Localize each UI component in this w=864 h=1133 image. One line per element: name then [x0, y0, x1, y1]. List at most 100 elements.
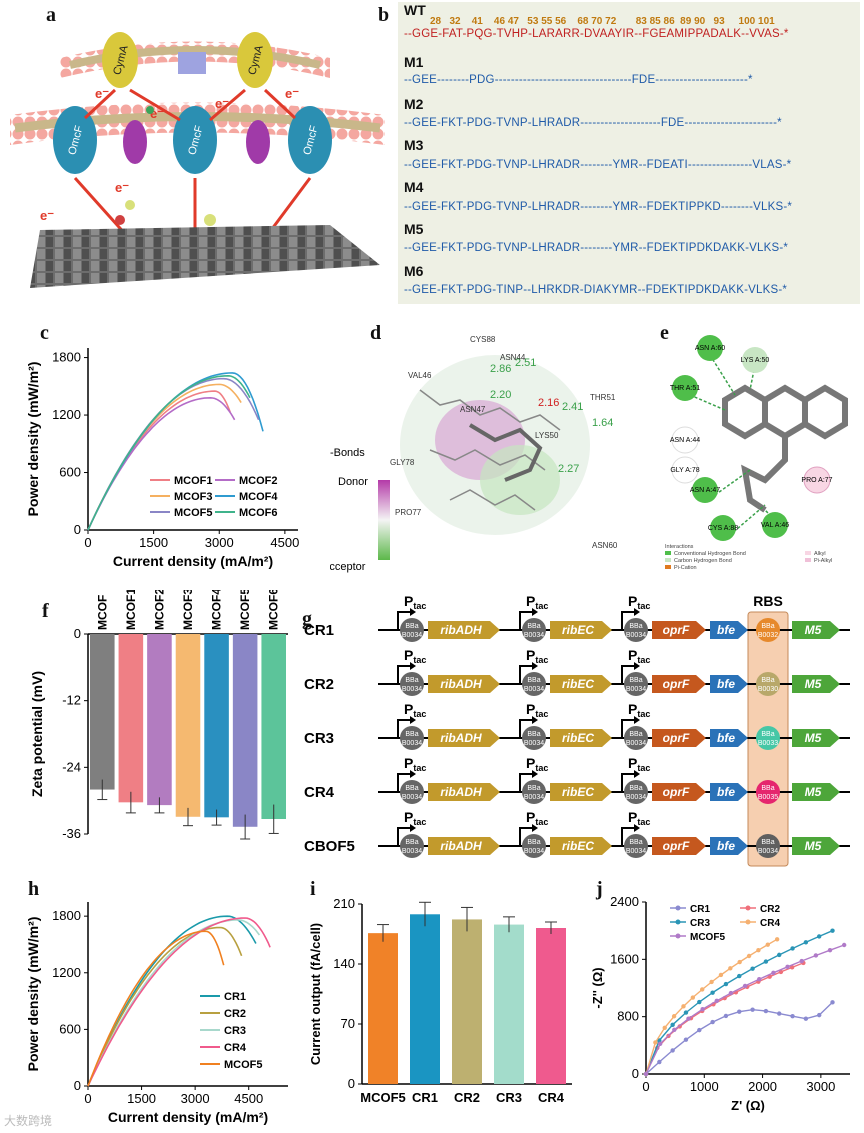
- rbs-text: BBa: [527, 731, 540, 738]
- svg-text:PRO A:77: PRO A:77: [801, 477, 832, 484]
- seq-m5: --GEE-FKT-PDG-TVNP-LHRADR--------YMR--FD…: [404, 242, 789, 254]
- svg-text:Donor: Donor: [338, 476, 368, 488]
- svg-text:GLY78: GLY78: [390, 458, 415, 467]
- y-tick-label: -36: [62, 826, 81, 841]
- promoter-label: Ptac: [628, 755, 650, 773]
- data-point: [700, 1007, 705, 1012]
- promoter-arrow: [397, 665, 412, 684]
- gene-label: bfe: [717, 623, 735, 637]
- data-point: [746, 953, 752, 959]
- gene-label: bfe: [717, 731, 735, 745]
- cyma-protein-left: [102, 32, 138, 88]
- legend-label: MCOF3: [174, 491, 213, 503]
- legend-label: CR2: [760, 904, 780, 915]
- promoter-arrow: [397, 827, 412, 846]
- seq-m2: --GEE-FKT-PDG-TVNP-LHRADR---------------…: [404, 117, 782, 129]
- gene-label: M5: [805, 731, 822, 745]
- data-point: [686, 1016, 691, 1021]
- gene-arrow: [792, 621, 840, 639]
- seq-m4: --GEE-FKT-PDG-TVNP-LHRADR--------YMR--FD…: [404, 201, 793, 213]
- svg-text:e⁻: e⁻: [285, 86, 299, 101]
- gene-oprf: oprF: [652, 729, 706, 747]
- circuit-label-cr4: CR4: [304, 784, 335, 801]
- bar-mcof: [90, 634, 115, 790]
- rbs-text: BBa: [527, 677, 540, 684]
- promoter-label: Ptac: [526, 809, 548, 827]
- gene-arrow: [710, 837, 748, 855]
- svg-text:Pi-Cation: Pi-Cation: [674, 565, 697, 571]
- seq-m6: --GEE-FKT-PDG-TINP--LHRKDR-DIAKYMR--FDEK…: [404, 284, 788, 296]
- gene-m5: M5: [792, 837, 840, 855]
- x-axis-label: Current density (mA/m²): [108, 1109, 268, 1125]
- y-tick-label: 1200: [52, 965, 81, 980]
- y-tick-label: 140: [333, 956, 355, 971]
- data-point: [681, 1004, 686, 1009]
- y-tick-label: 210: [333, 896, 355, 911]
- panel-g-letter: g: [302, 608, 312, 630]
- promoter-label: Ptac: [404, 755, 426, 773]
- data-point: [672, 1027, 677, 1032]
- legend-label: MCOF5: [174, 507, 213, 519]
- data-point: [742, 983, 748, 989]
- series-line-mcof3: [87, 383, 242, 531]
- gene-bfe: bfe: [710, 729, 748, 747]
- promoter-label: Ptac: [404, 647, 426, 665]
- gene-oprf: oprF: [652, 783, 706, 801]
- svg-text:2.86: 2.86: [490, 363, 511, 375]
- promoter-label: Ptac: [628, 593, 650, 611]
- gene-label: ribADH: [440, 785, 482, 799]
- rbs-circle: [400, 780, 424, 804]
- y-tick-label: 1200: [52, 407, 81, 422]
- electron-label: e⁻: [95, 86, 109, 101]
- seq-m3: --GEE-FKT-PDG-TVNP-LHRADR--------YMR--FD…: [404, 159, 792, 171]
- rbs-text: BBa: [761, 677, 774, 684]
- data-point: [714, 998, 719, 1003]
- bar-mcof5: [232, 634, 258, 827]
- gene-label: oprF: [663, 731, 690, 745]
- legend-marker: [675, 919, 681, 925]
- data-point: [757, 976, 762, 982]
- gene-label: ribADH: [440, 839, 482, 853]
- category-label: CR1: [412, 1090, 438, 1105]
- svg-text:CYS A:88: CYS A:88: [708, 525, 738, 532]
- gene-label: M5: [805, 623, 822, 637]
- category-label: MCOF3: [181, 590, 195, 630]
- svg-text:2.20: 2.20: [490, 389, 511, 401]
- data-point: [697, 1027, 702, 1033]
- promoter-arrow: [397, 611, 412, 630]
- omcf-protein-1: [53, 106, 97, 174]
- svg-text:ASN47: ASN47: [460, 405, 486, 414]
- category-label: MCOF1: [124, 590, 138, 630]
- rbs-text: BBa: [405, 839, 418, 846]
- data-point: [803, 940, 809, 945]
- gene-ribadh: ribADH: [428, 783, 500, 801]
- gene-label: ribADH: [440, 623, 482, 637]
- bar-mcof4: [204, 634, 229, 818]
- x-tick-label: 3000: [181, 1091, 210, 1106]
- chart-f-zeta-potential: 0 -12 -24 -36 MCOF MCOF1 MCOF2 MCOF3 MCOF4 MCOF5 M…: [29, 590, 288, 841]
- promoter-head: [634, 608, 640, 616]
- category-label: CR4: [538, 1090, 565, 1105]
- gene-arrow: [550, 621, 612, 639]
- category-label: MCOF4: [210, 590, 224, 630]
- gene-arrow: [550, 837, 612, 855]
- x-tick-label: 0: [84, 1091, 91, 1106]
- data-point: [718, 972, 724, 978]
- y-tick-label: 0: [74, 1078, 81, 1093]
- chart-c-power-density: 0 1500 3000 4500 0 600 1200 1800 MCOF1 MCOF2 MCOF3…: [25, 348, 299, 569]
- rbs-text: B0034: [626, 740, 646, 747]
- data-point: [690, 995, 696, 1000]
- legend-marker: [745, 905, 751, 911]
- rbs-text: BBa: [405, 677, 418, 684]
- data-point: [750, 1007, 755, 1012]
- rbs-text: B0032: [758, 632, 778, 639]
- data-point: [790, 1013, 795, 1019]
- legend-marker: [675, 905, 681, 911]
- data-point: [841, 942, 847, 948]
- watermark: 大数跨境: [4, 1114, 53, 1128]
- x-tick-label: 1500: [127, 1091, 156, 1106]
- bar-cr2: [452, 919, 482, 1084]
- rbs-text: B0033: [758, 740, 778, 747]
- legend-marker: [675, 933, 681, 939]
- data-point: [728, 966, 733, 971]
